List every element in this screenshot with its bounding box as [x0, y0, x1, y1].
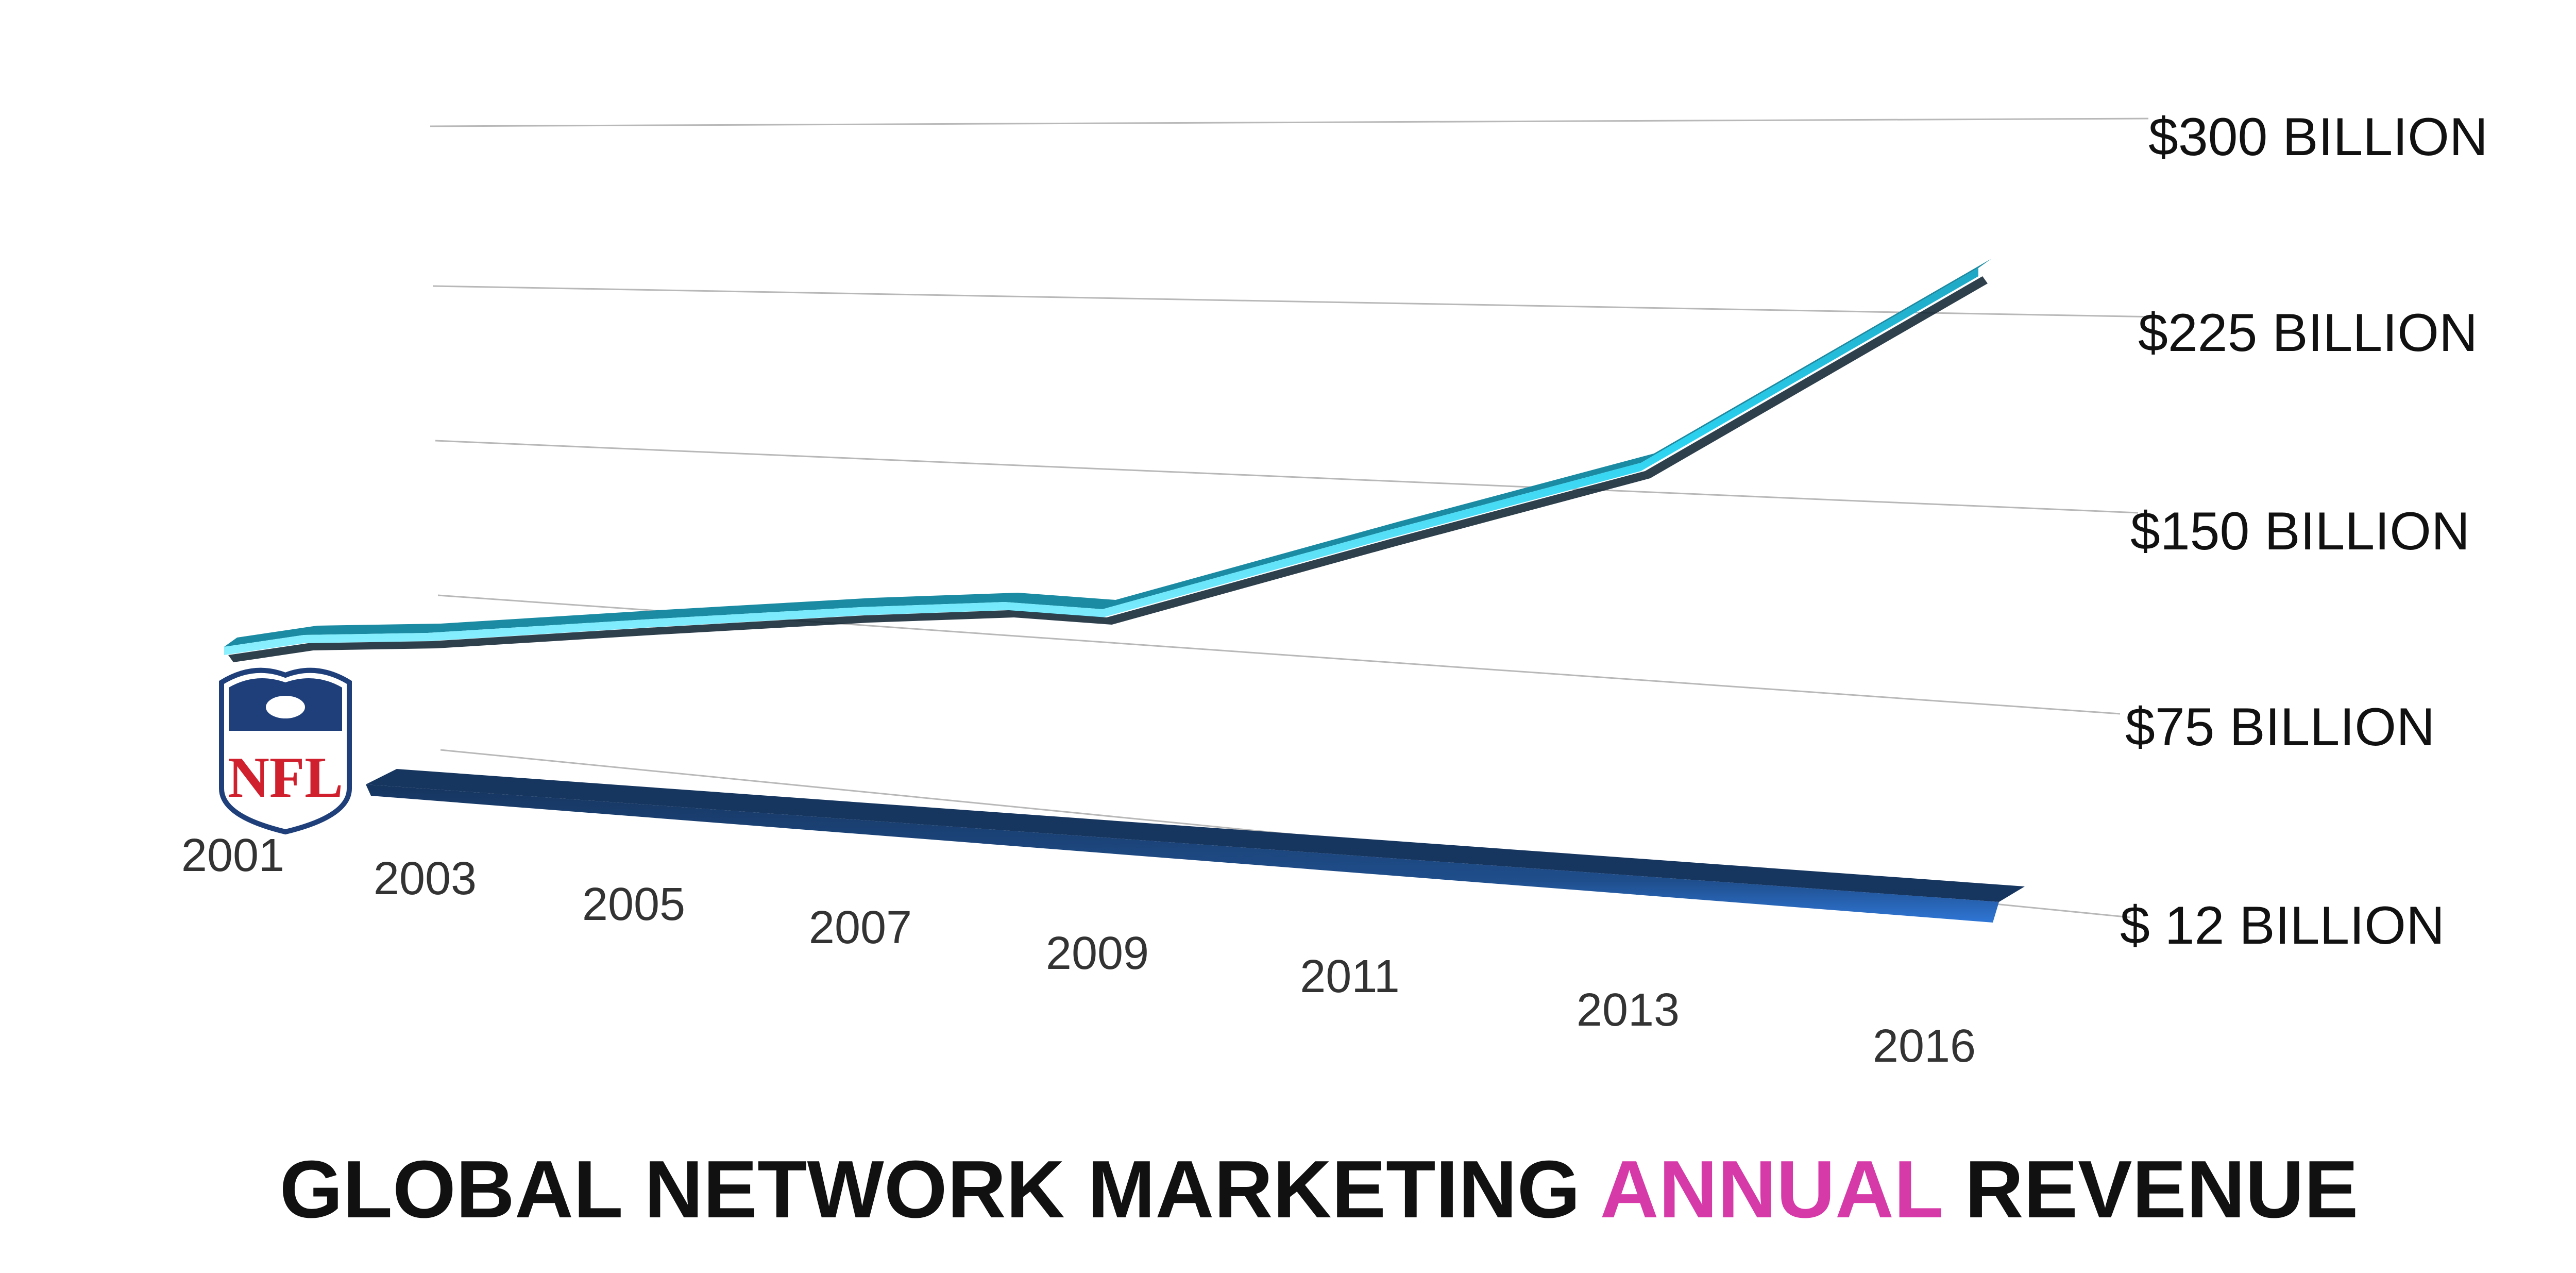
x-tick-label: 2011: [1300, 951, 1400, 1002]
x-tick-label: 2001: [181, 830, 284, 881]
network-series-depth: [224, 259, 1992, 647]
network-series-line: [224, 268, 1978, 655]
gridline-1: [430, 118, 2149, 127]
x-tick-label: 2005: [582, 879, 685, 930]
network-series: [224, 259, 1992, 662]
svg-text:NFL: NFL: [228, 746, 343, 810]
y-tick-label: $300 BILLION: [2148, 107, 2488, 167]
gridline-2: [432, 285, 2159, 318]
y-tick-label: $75 BILLION: [2125, 697, 2435, 757]
x-tick-label: 2009: [1046, 928, 1149, 979]
x-tick-label: 2013: [1577, 984, 1680, 1036]
y-tick-label: $225 BILLION: [2138, 303, 2478, 363]
chart-title: GLOBAL NETWORK MARKETING ANNUAL REVENUE: [280, 1144, 2359, 1235]
nfl-series: [366, 769, 2025, 923]
y-tick-label: $150 BILLION: [2130, 501, 2470, 561]
y-tick-label: $ 12 BILLION: [2120, 896, 2445, 956]
nfl-logo: NFL: [219, 667, 352, 835]
title-part-2: ANNUAL: [1600, 1144, 1942, 1235]
title-part-1: GLOBAL NETWORK MARKETING: [280, 1144, 1581, 1235]
x-tick-label: 2003: [374, 853, 477, 904]
x-tick-label: 2016: [1873, 1020, 1976, 1072]
gridline-3: [435, 440, 2139, 514]
x-tick-label: 2007: [809, 902, 912, 953]
title-part-3: REVENUE: [1965, 1144, 2359, 1235]
nfl-series-line: [366, 784, 1999, 923]
x-tick-labels: 2001 2003 2005 2007 2009 2011 2013 2016: [181, 830, 1976, 1072]
nfl-shield-icon: NFL: [219, 667, 352, 835]
y-tick-labels: $300 BILLION $225 BILLION $150 BILLION $75 …: [2120, 107, 2488, 956]
nfl-series-top: [366, 769, 2025, 902]
